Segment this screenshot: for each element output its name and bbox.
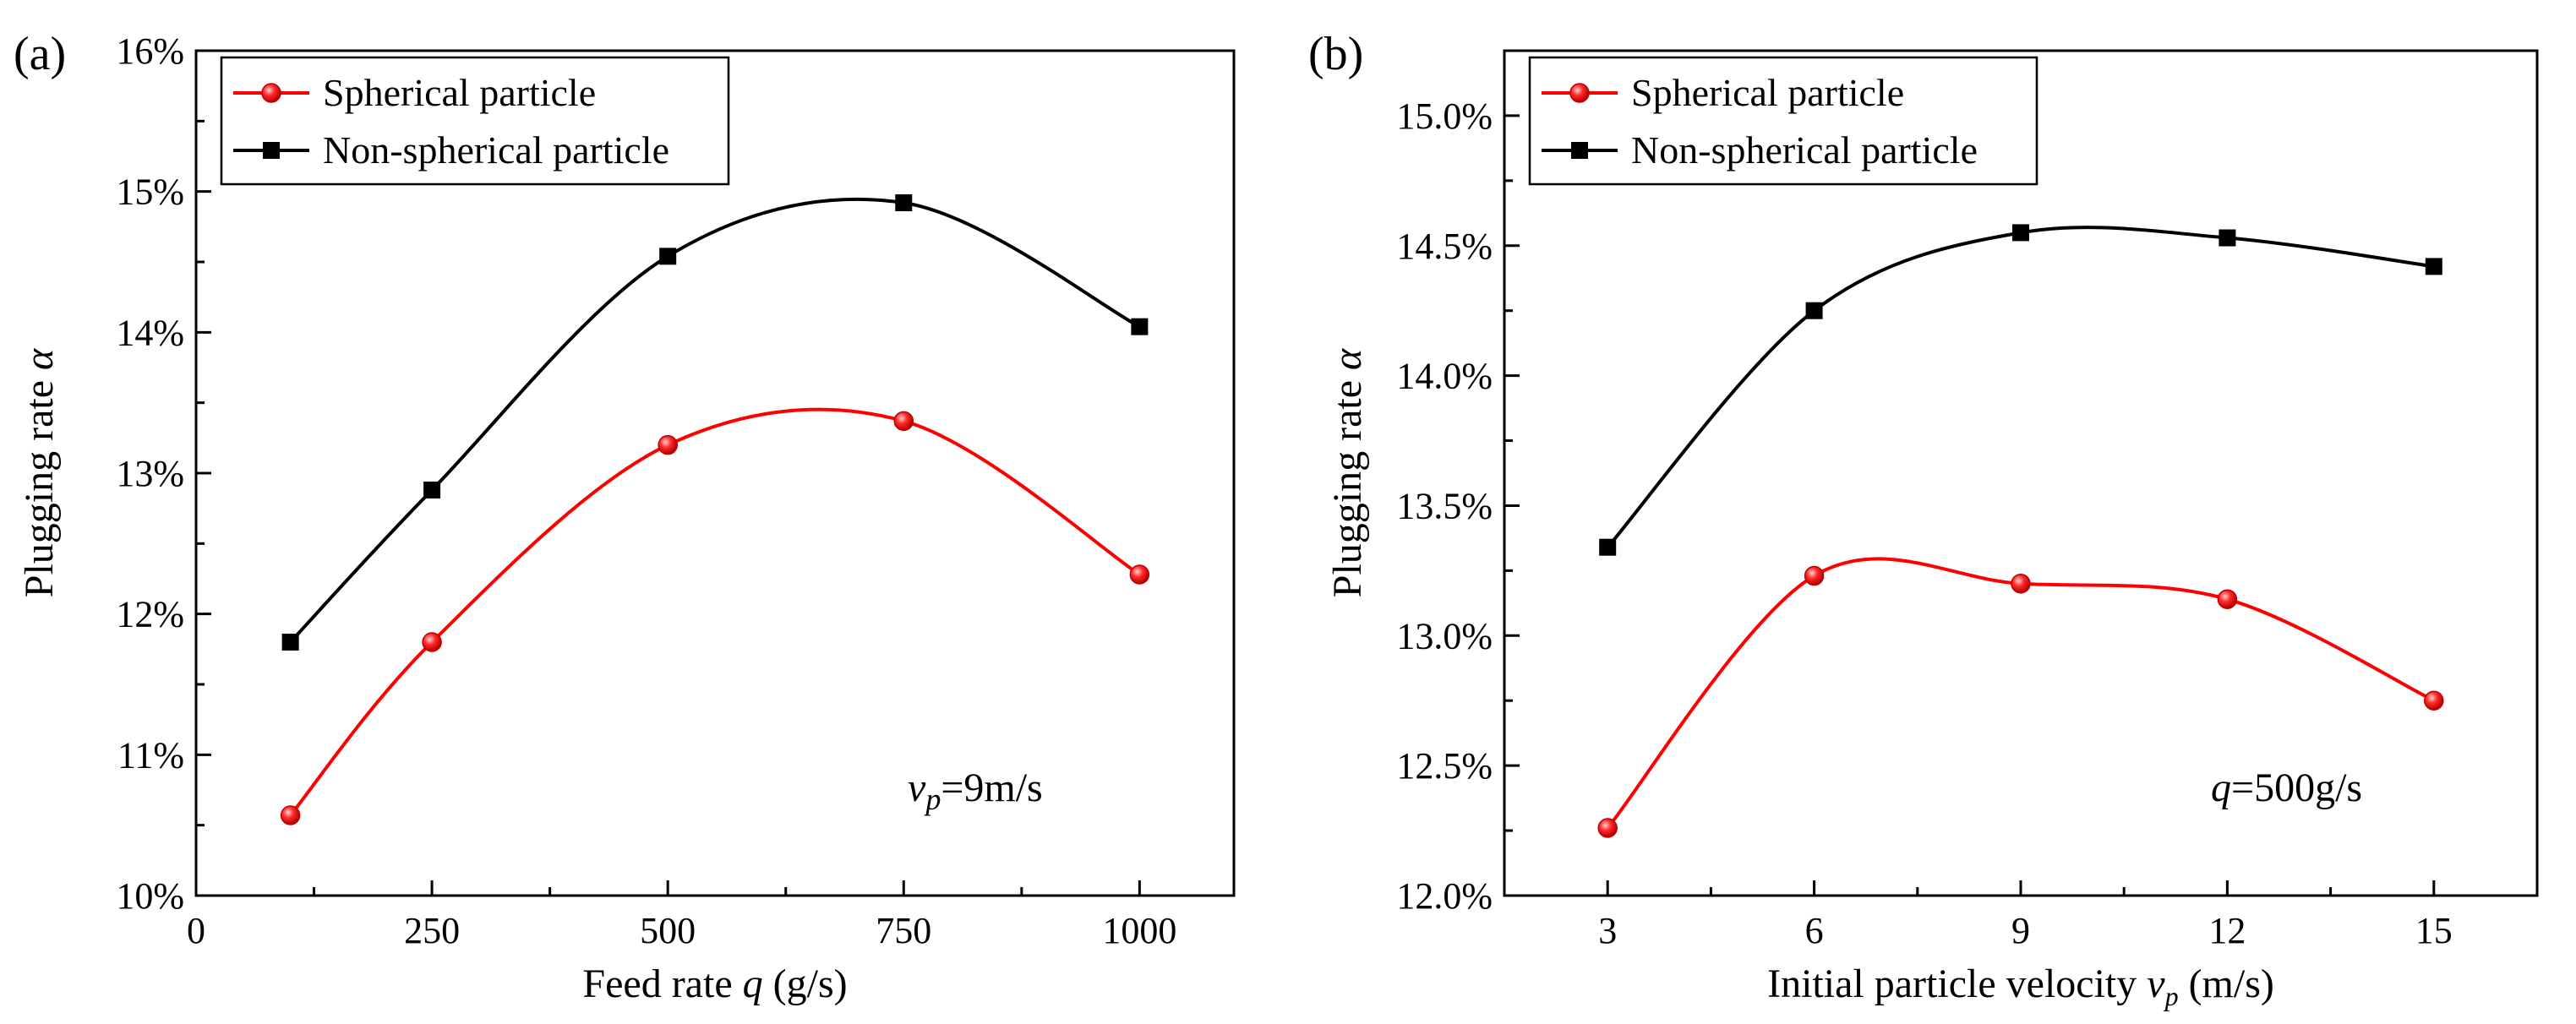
data-point-non-spherical [1131, 318, 1149, 335]
y-tick-label: 14.5% [1396, 226, 1493, 267]
legend: Spherical particle Non-spherical particle [220, 56, 730, 186]
x-tick-label: 750 [876, 910, 931, 951]
y-tick-label: 14% [116, 312, 184, 353]
x-tick-label: 500 [640, 910, 696, 951]
y-tick-label: 12% [116, 594, 184, 635]
data-point-spherical [1129, 564, 1150, 585]
condition-annotation: vp=9m/s [908, 765, 1043, 816]
x-tick-label: 9 [2011, 910, 2030, 951]
x-tick-label: 12 [2208, 910, 2246, 951]
chart-panel-b: (b) 3 6 9 12 15 12.0% 12.5% 13.0% 13.5% 14.0% 14.5%… [1308, 28, 2539, 1011]
y-tick-label: 16% [116, 30, 184, 72]
x-axis-title: Feed rate q (g/s) [582, 961, 847, 1006]
legend-label: Spherical particle [1631, 71, 1904, 114]
y-tick-label: 15.0% [1396, 95, 1493, 137]
data-point-spherical [2424, 690, 2444, 711]
x-tick-label: 15 [2415, 910, 2453, 951]
y-tick-label: 10% [116, 875, 184, 917]
data-point-non-spherical [281, 634, 299, 651]
data-point-non-spherical [1599, 538, 1617, 556]
x-tick-label: 250 [404, 910, 460, 951]
legend-label: Spherical particle [323, 71, 596, 114]
panel-label: (a) [14, 28, 66, 80]
y-tick-label: 14.0% [1396, 356, 1493, 397]
y-tick-label: 12.5% [1396, 745, 1493, 787]
data-point-non-spherical [2425, 258, 2442, 275]
legend-label: Non-spherical particle [323, 128, 669, 172]
legend-marker [263, 142, 280, 159]
data-point-spherical [422, 632, 442, 652]
data-point-spherical [2217, 589, 2238, 609]
data-point-non-spherical [423, 482, 441, 498]
data-point-spherical [1597, 818, 1618, 838]
series-line-spherical [289, 407, 1141, 817]
y-tick-label: 15% [116, 172, 184, 213]
data-point-non-spherical [659, 248, 677, 265]
series-line-non-spherical [1606, 226, 2435, 549]
condition-annotation: q=500g/s [2211, 765, 2362, 810]
series-line-non-spherical [289, 197, 1141, 644]
panel-label: (b) [1308, 28, 1363, 80]
legend-marker [261, 83, 281, 103]
x-tick-label: 1000 [1102, 910, 1176, 951]
y-axis-title: Plugging rate α [17, 348, 62, 597]
data-point-non-spherical [895, 194, 913, 211]
y-tick-label: 11% [117, 734, 184, 776]
chart-panel-a: (a) 0 250 500 750 1000 10% 11% 12% 13% 14% 15% 16% Fe… [14, 28, 1236, 1006]
data-point-non-spherical [1805, 302, 1823, 319]
y-tick-label: 12.0% [1396, 875, 1493, 917]
y-axis-title: Plugging rate α [1325, 348, 1370, 597]
data-point-non-spherical [2219, 229, 2236, 247]
y-tick-label: 13.5% [1396, 485, 1493, 526]
legend-box [220, 56, 730, 186]
y-tick-label: 13.0% [1396, 615, 1493, 656]
x-tick-label: 0 [187, 910, 205, 951]
data-point-spherical [658, 434, 678, 455]
series-line-spherical [1606, 557, 2435, 830]
x-axis-title: Initial particle velocity vp (m/s) [1767, 961, 2274, 1011]
y-tick-label: 13% [116, 453, 184, 494]
legend-box [1528, 56, 2038, 186]
x-tick-label: 6 [1805, 910, 1824, 951]
data-point-spherical [1804, 565, 1825, 586]
legend-marker [1571, 142, 1588, 159]
legend: Spherical particle Non-spherical particle [1528, 56, 2038, 186]
data-point-non-spherical [2012, 224, 2029, 242]
data-point-spherical [893, 411, 914, 432]
data-point-spherical [2011, 574, 2031, 594]
x-tick-label: 3 [1598, 910, 1617, 951]
data-point-spherical [280, 805, 301, 825]
legend-label: Non-spherical particle [1631, 128, 1978, 172]
legend-marker [1569, 83, 1590, 103]
